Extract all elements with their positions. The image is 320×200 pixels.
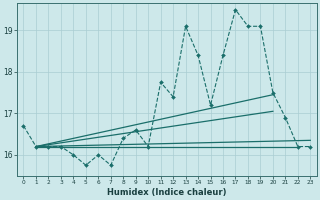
X-axis label: Humidex (Indice chaleur): Humidex (Indice chaleur) [107, 188, 227, 197]
